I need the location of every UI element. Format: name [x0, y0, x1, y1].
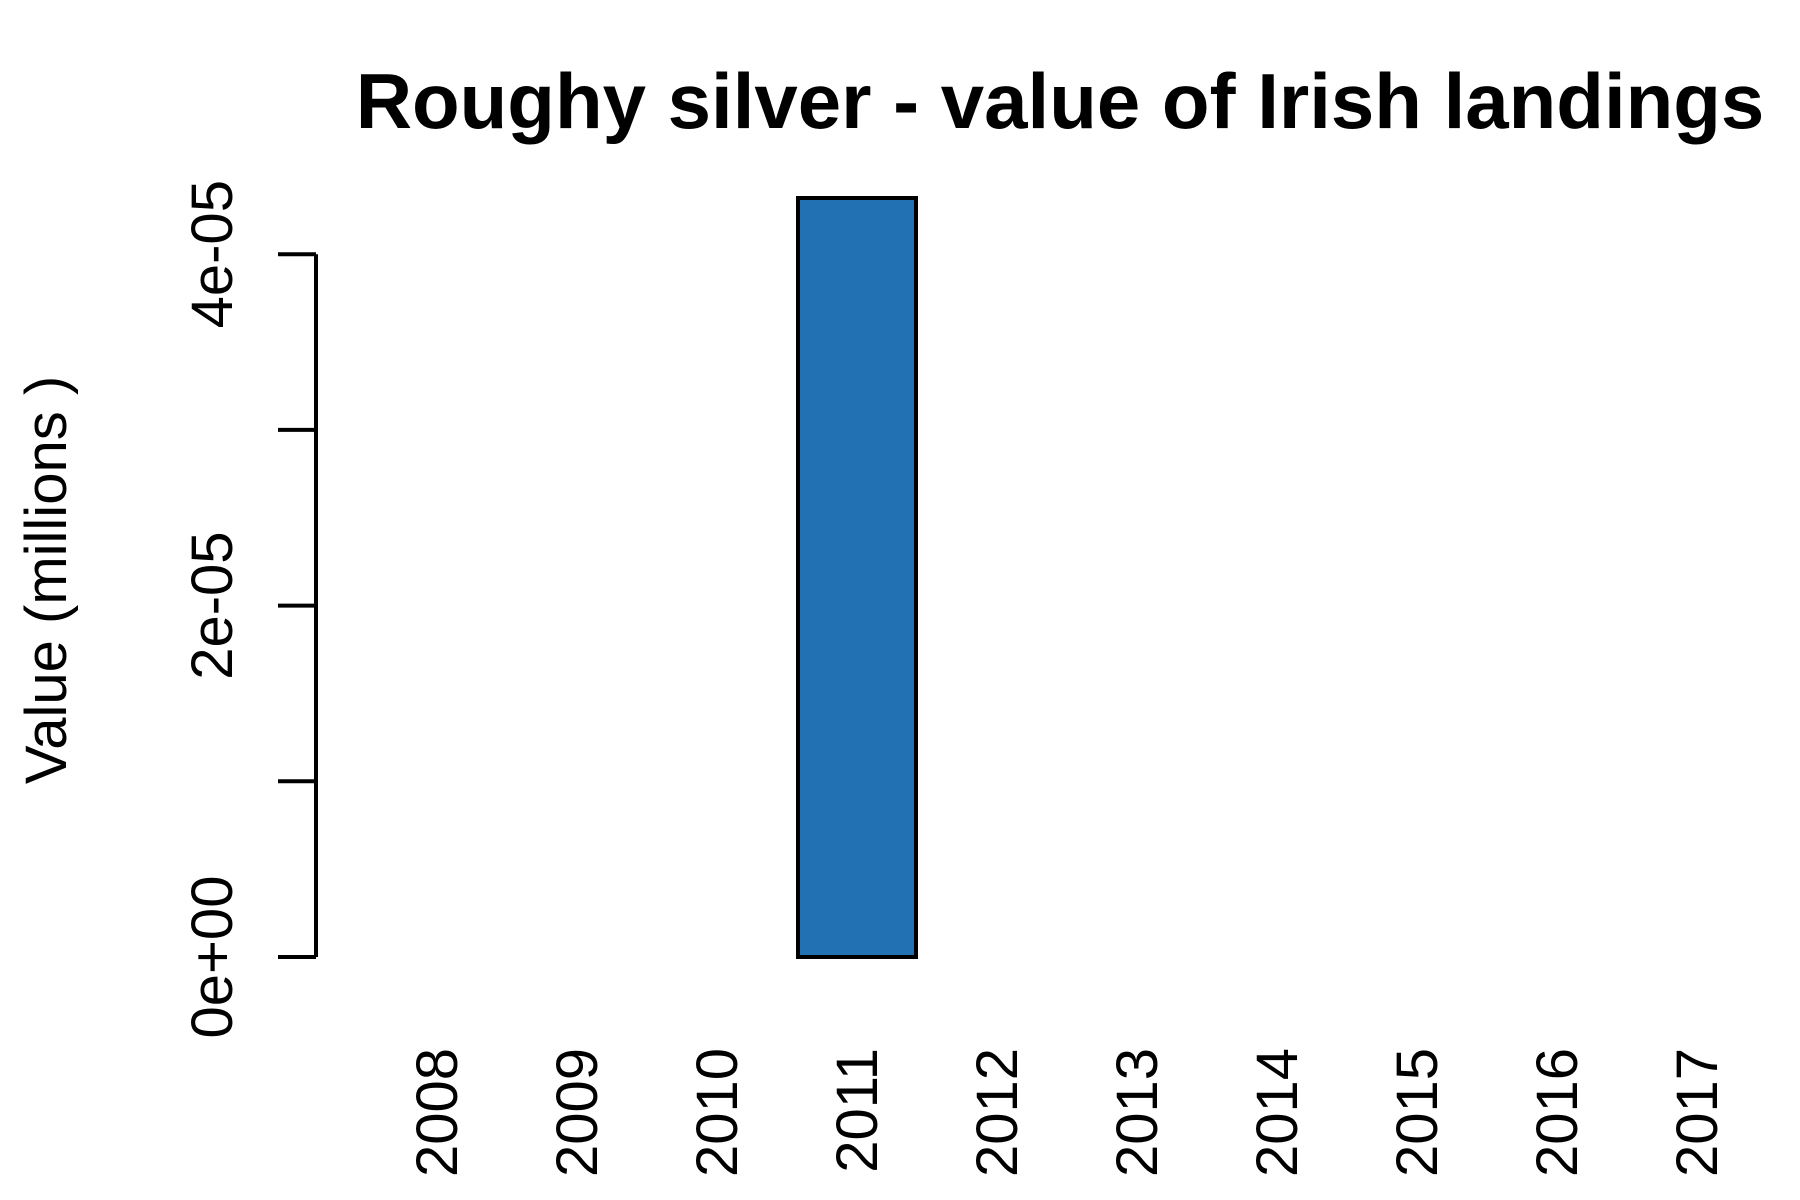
x-tick-label: 2012 [965, 1048, 1030, 1177]
x-tick-label: 2017 [1665, 1048, 1730, 1177]
x-tick-label: 2015 [1385, 1048, 1450, 1177]
y-tick-label: 0e+00 [180, 876, 245, 1039]
chart-title: Roughy silver - value of Irish landings [356, 57, 1765, 145]
bar-2011 [796, 196, 918, 959]
bars [796, 196, 918, 959]
y-axis: 0e+00 2e-05 4e-05 [180, 180, 318, 1039]
x-tick-label: 2011 [825, 1048, 890, 1173]
y-axis-label: Value (millions ) [14, 376, 79, 784]
x-tick-label: 2016 [1525, 1048, 1590, 1177]
x-tick-label: 2009 [545, 1048, 610, 1177]
x-tick-label: 2014 [1245, 1048, 1310, 1177]
x-tick-label: 2008 [405, 1048, 470, 1177]
x-tick-label: 2013 [1105, 1048, 1170, 1177]
y-tick-label: 2e-05 [180, 531, 245, 679]
x-axis-labels: 2008 2009 2010 2011 2012 2013 2014 2015 2016 2017 [405, 1048, 1730, 1177]
y-tick-label: 4e-05 [180, 180, 245, 328]
x-tick-label: 2010 [685, 1048, 750, 1177]
